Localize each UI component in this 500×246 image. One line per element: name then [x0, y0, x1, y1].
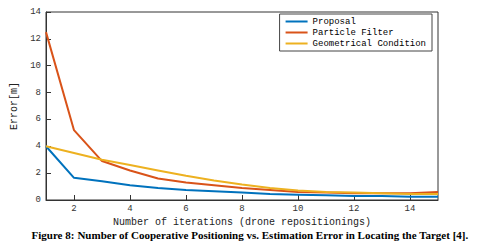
svg-text:Proposal: Proposal [313, 17, 356, 27]
svg-text:Geometrical Condition: Geometrical Condition [313, 39, 426, 49]
svg-text:0: 0 [36, 195, 41, 205]
svg-text:14: 14 [405, 204, 416, 214]
svg-text:4: 4 [127, 204, 132, 214]
svg-text:6: 6 [183, 204, 188, 214]
svg-text:Number of iterations (drone re: Number of iterations (drone repositionin… [113, 217, 371, 228]
svg-text:Number of Cooperative Position: Number of Cooperative Positioning vs. Es… [75, 229, 469, 241]
svg-text:Figure 8:: Figure 8: [31, 229, 74, 241]
svg-text:8: 8 [36, 88, 41, 98]
svg-text:10: 10 [293, 204, 304, 214]
svg-text:6: 6 [36, 114, 41, 124]
svg-text:2: 2 [71, 204, 76, 214]
svg-text:12: 12 [349, 204, 360, 214]
svg-text:10: 10 [30, 61, 41, 71]
svg-text:2: 2 [36, 168, 41, 178]
svg-text:8: 8 [239, 204, 244, 214]
svg-text:Particle Filter: Particle Filter [313, 28, 394, 38]
svg-text:14: 14 [30, 7, 41, 17]
svg-text:Error[m]: Error[m] [9, 82, 20, 130]
svg-text:12: 12 [30, 34, 41, 44]
svg-text:4: 4 [36, 141, 41, 151]
